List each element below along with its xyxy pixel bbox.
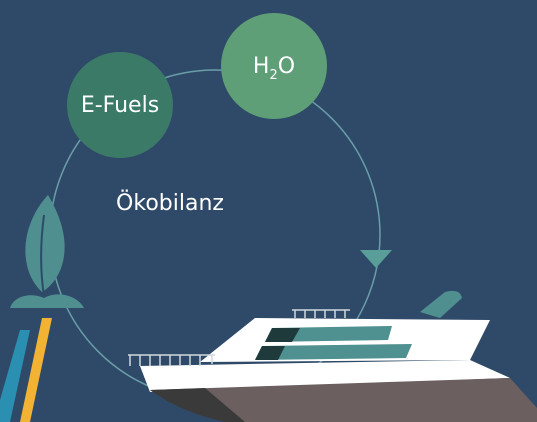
h2o-o: O — [278, 54, 295, 79]
h2o-sub: 2 — [269, 68, 277, 83]
illustration: E-Fuels H2O Ökobilanz — [0, 0, 537, 422]
oekobilanz-label: Ökobilanz — [116, 190, 224, 216]
page: E-Fuels H2O Ökobilanz (() => { const dat… — [0, 0, 537, 422]
e-fuels-label: E-Fuels — [81, 93, 159, 118]
h2o-circle — [221, 13, 327, 119]
h2o-h: H — [253, 54, 270, 79]
